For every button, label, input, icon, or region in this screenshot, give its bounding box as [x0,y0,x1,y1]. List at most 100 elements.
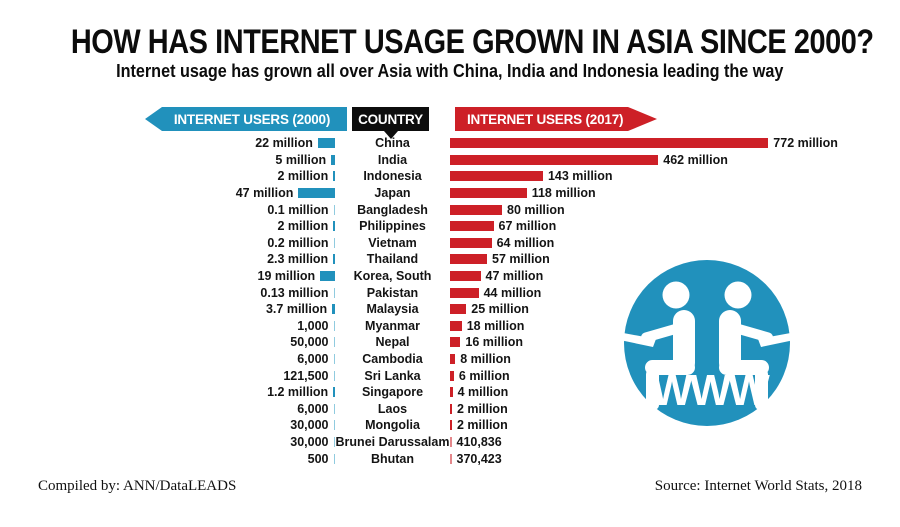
users-2017-cell: 25 million [450,302,900,316]
users-2000-cell: 6,000 [0,352,335,366]
country-label: Myanmar [365,318,420,333]
users-2017-value: 462 million [663,152,728,167]
users-2017-value: 80 million [507,202,565,217]
users-2000-value: 0.13 million [260,285,329,300]
bar-2000 [333,387,335,398]
www-text: WWW [651,366,770,415]
users-2000-cell: 50,000 [0,335,335,349]
users-2017-value: 2 million [457,418,508,433]
country-label: Vietnam [368,235,417,250]
table-row: 19 million Korea, South 47 million [0,268,900,285]
table-row: 3.7 million Malaysia 25 million [0,301,900,318]
users-2000-cell: 30,000 [0,418,335,432]
table-row: 5 million India 462 million [0,152,900,169]
users-2017-value: 64 million [496,235,555,250]
table-row: 22 million China 772 million [0,135,900,152]
users-2017-value: 57 million [492,252,550,267]
users-2017-value: 410,836 [456,434,502,449]
table-row: 6,000 Laos 2 million [0,401,900,418]
table-row: 0.1 million Bangladesh 80 million [0,201,900,218]
page-title: HOW HAS INTERNET USAGE GROWN IN ASIA SIN… [70,23,874,61]
users-2017-cell: 772 million [450,136,900,150]
bar-2000 [333,370,335,381]
bar-2017 [450,154,659,165]
users-2000-cell: 2 million [0,219,335,233]
users-2017-cell: 2 million [450,418,900,432]
country-cell: Thailand [335,250,450,268]
users-2000-value: 6,000 [297,401,329,416]
bar-2017 [450,171,543,182]
table-row: 30,000 Brunei Darussalam 410,836 [0,434,900,451]
users-2000-value: 5 million [275,152,327,167]
bar-2000 [333,204,335,215]
country-cell: Brunei Darussalam [335,433,450,451]
bar-2017 [450,320,462,331]
bar-2000 [333,171,335,182]
users-2017-cell: 370,423 [450,452,900,466]
bar-2000 [333,287,335,298]
bar-2000 [298,188,335,199]
country-cell: Pakistan [335,284,450,302]
users-2017-value: 8 million [460,352,511,367]
header-country: COUNTRY [352,107,429,139]
country-cell: Singapore [335,383,450,401]
bar-2017 [450,354,456,365]
users-2017-value: 18 million [466,318,525,333]
table-row: 30,000 Mongolia 2 million [0,417,900,434]
users-2000-cell: 2 million [0,169,335,183]
table-row: 0.2 million Vietnam 64 million [0,235,900,252]
header-internet-users-2000: INTERNET USERS (2000) [145,107,347,131]
country-label: Brunei Darussalam [335,434,450,449]
users-2000-value: 500 [307,451,329,466]
country-cell: China [335,134,450,152]
users-2017-value: 143 million [547,169,613,184]
country-cell: Philippines [335,217,450,235]
country-label: Nepal [375,335,410,350]
users-2017-value: 4 million [457,385,509,400]
country-cell: Bhutan [335,450,450,468]
users-2017-value: 772 million [773,136,838,151]
users-2000-value: 30,000 [290,418,329,433]
country-label: Bhutan [370,451,415,466]
users-2017-cell: 57 million [450,252,900,266]
country-cell: Myanmar [335,317,450,335]
users-2000-cell: 1,000 [0,319,335,333]
www-people-icon: WWW [612,260,802,426]
bar-2017 [450,271,481,282]
users-2000-value: 0.2 million [267,235,329,250]
country-label: Indonesia [363,169,422,184]
chart-rows: 22 million China 772 million 5 million India… [0,135,900,467]
country-cell: Mongolia [335,416,450,434]
users-2000-value: 30,000 [290,434,329,449]
bar-2017 [450,337,461,348]
users-2000-value: 6,000 [297,352,329,367]
country-label: Korea, South [353,269,432,284]
users-2017-value: 2 million [457,401,508,416]
country-cell: Cambodia [335,350,450,368]
country-label: Japan [374,186,411,201]
users-2000-value: 121,500 [283,368,329,383]
users-2000-value: 2 million [277,219,329,234]
users-2017-value: 44 million [483,285,542,300]
table-row: 6,000 Cambodia 8 million [0,351,900,368]
users-2017-cell: 47 million [450,269,900,283]
bar-2000 [331,154,335,165]
country-label: Malaysia [366,302,419,317]
country-label: Mongolia [365,418,420,433]
header-internet-users-2017: INTERNET USERS (2017) [455,107,657,131]
users-2000-value: 2 million [277,169,329,184]
country-label: India [377,152,408,167]
table-row: 50,000 Nepal 16 million [0,334,900,351]
users-2017-cell: 64 million [450,236,900,250]
bar-2017 [450,254,488,265]
person-right-icon [719,281,802,410]
bar-2017 [450,403,452,414]
table-row: 2 million Philippines 67 million [0,218,900,235]
bar-2000 [333,354,335,365]
users-2017-cell: 18 million [450,319,900,333]
bar-2017 [450,237,492,248]
bar-2000 [317,138,335,149]
users-2017-value: 67 million [498,219,557,234]
bar-2000 [333,453,335,464]
